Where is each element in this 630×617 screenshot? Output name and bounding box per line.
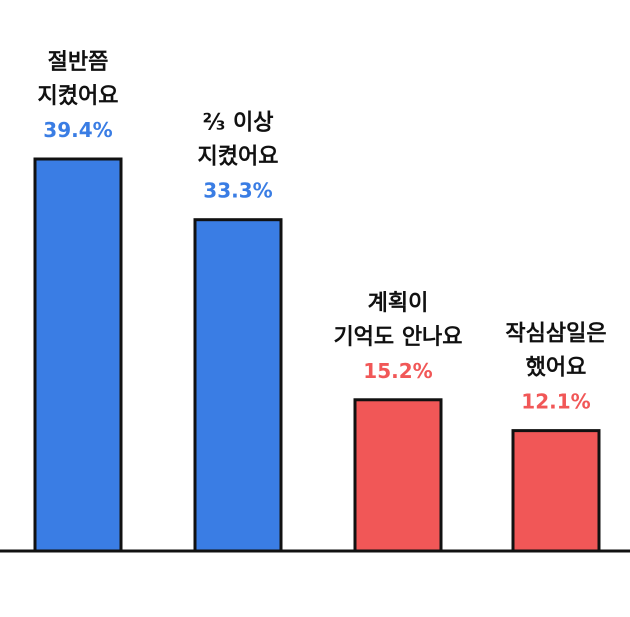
bar-4 [511,429,601,553]
category-label-2-line-1: ⅔ 이상 [203,111,274,136]
value-label-2: 33.3% [203,179,272,203]
category-label-4-line-1: 작심삼일은 [505,322,606,347]
bar-1 [33,157,123,553]
category-label-4-line-2: 했어요 [526,356,587,381]
value-label-3: 15.2% [363,359,432,383]
value-label-1: 39.4% [43,118,112,142]
category-label-2-line-2: 지켰어요 [198,145,279,170]
bar-2 [193,218,283,553]
bars-layer [33,157,601,553]
category-label-1-line-1: 절반쯤 [48,50,109,75]
category-label-3-line-1: 계획이 [368,291,429,316]
bar-3 [353,398,443,553]
category-label-3-line-2: 기억도 안나요 [333,325,462,350]
category-label-1-line-2: 지켰어요 [38,84,119,109]
value-label-4: 12.1% [521,390,590,414]
